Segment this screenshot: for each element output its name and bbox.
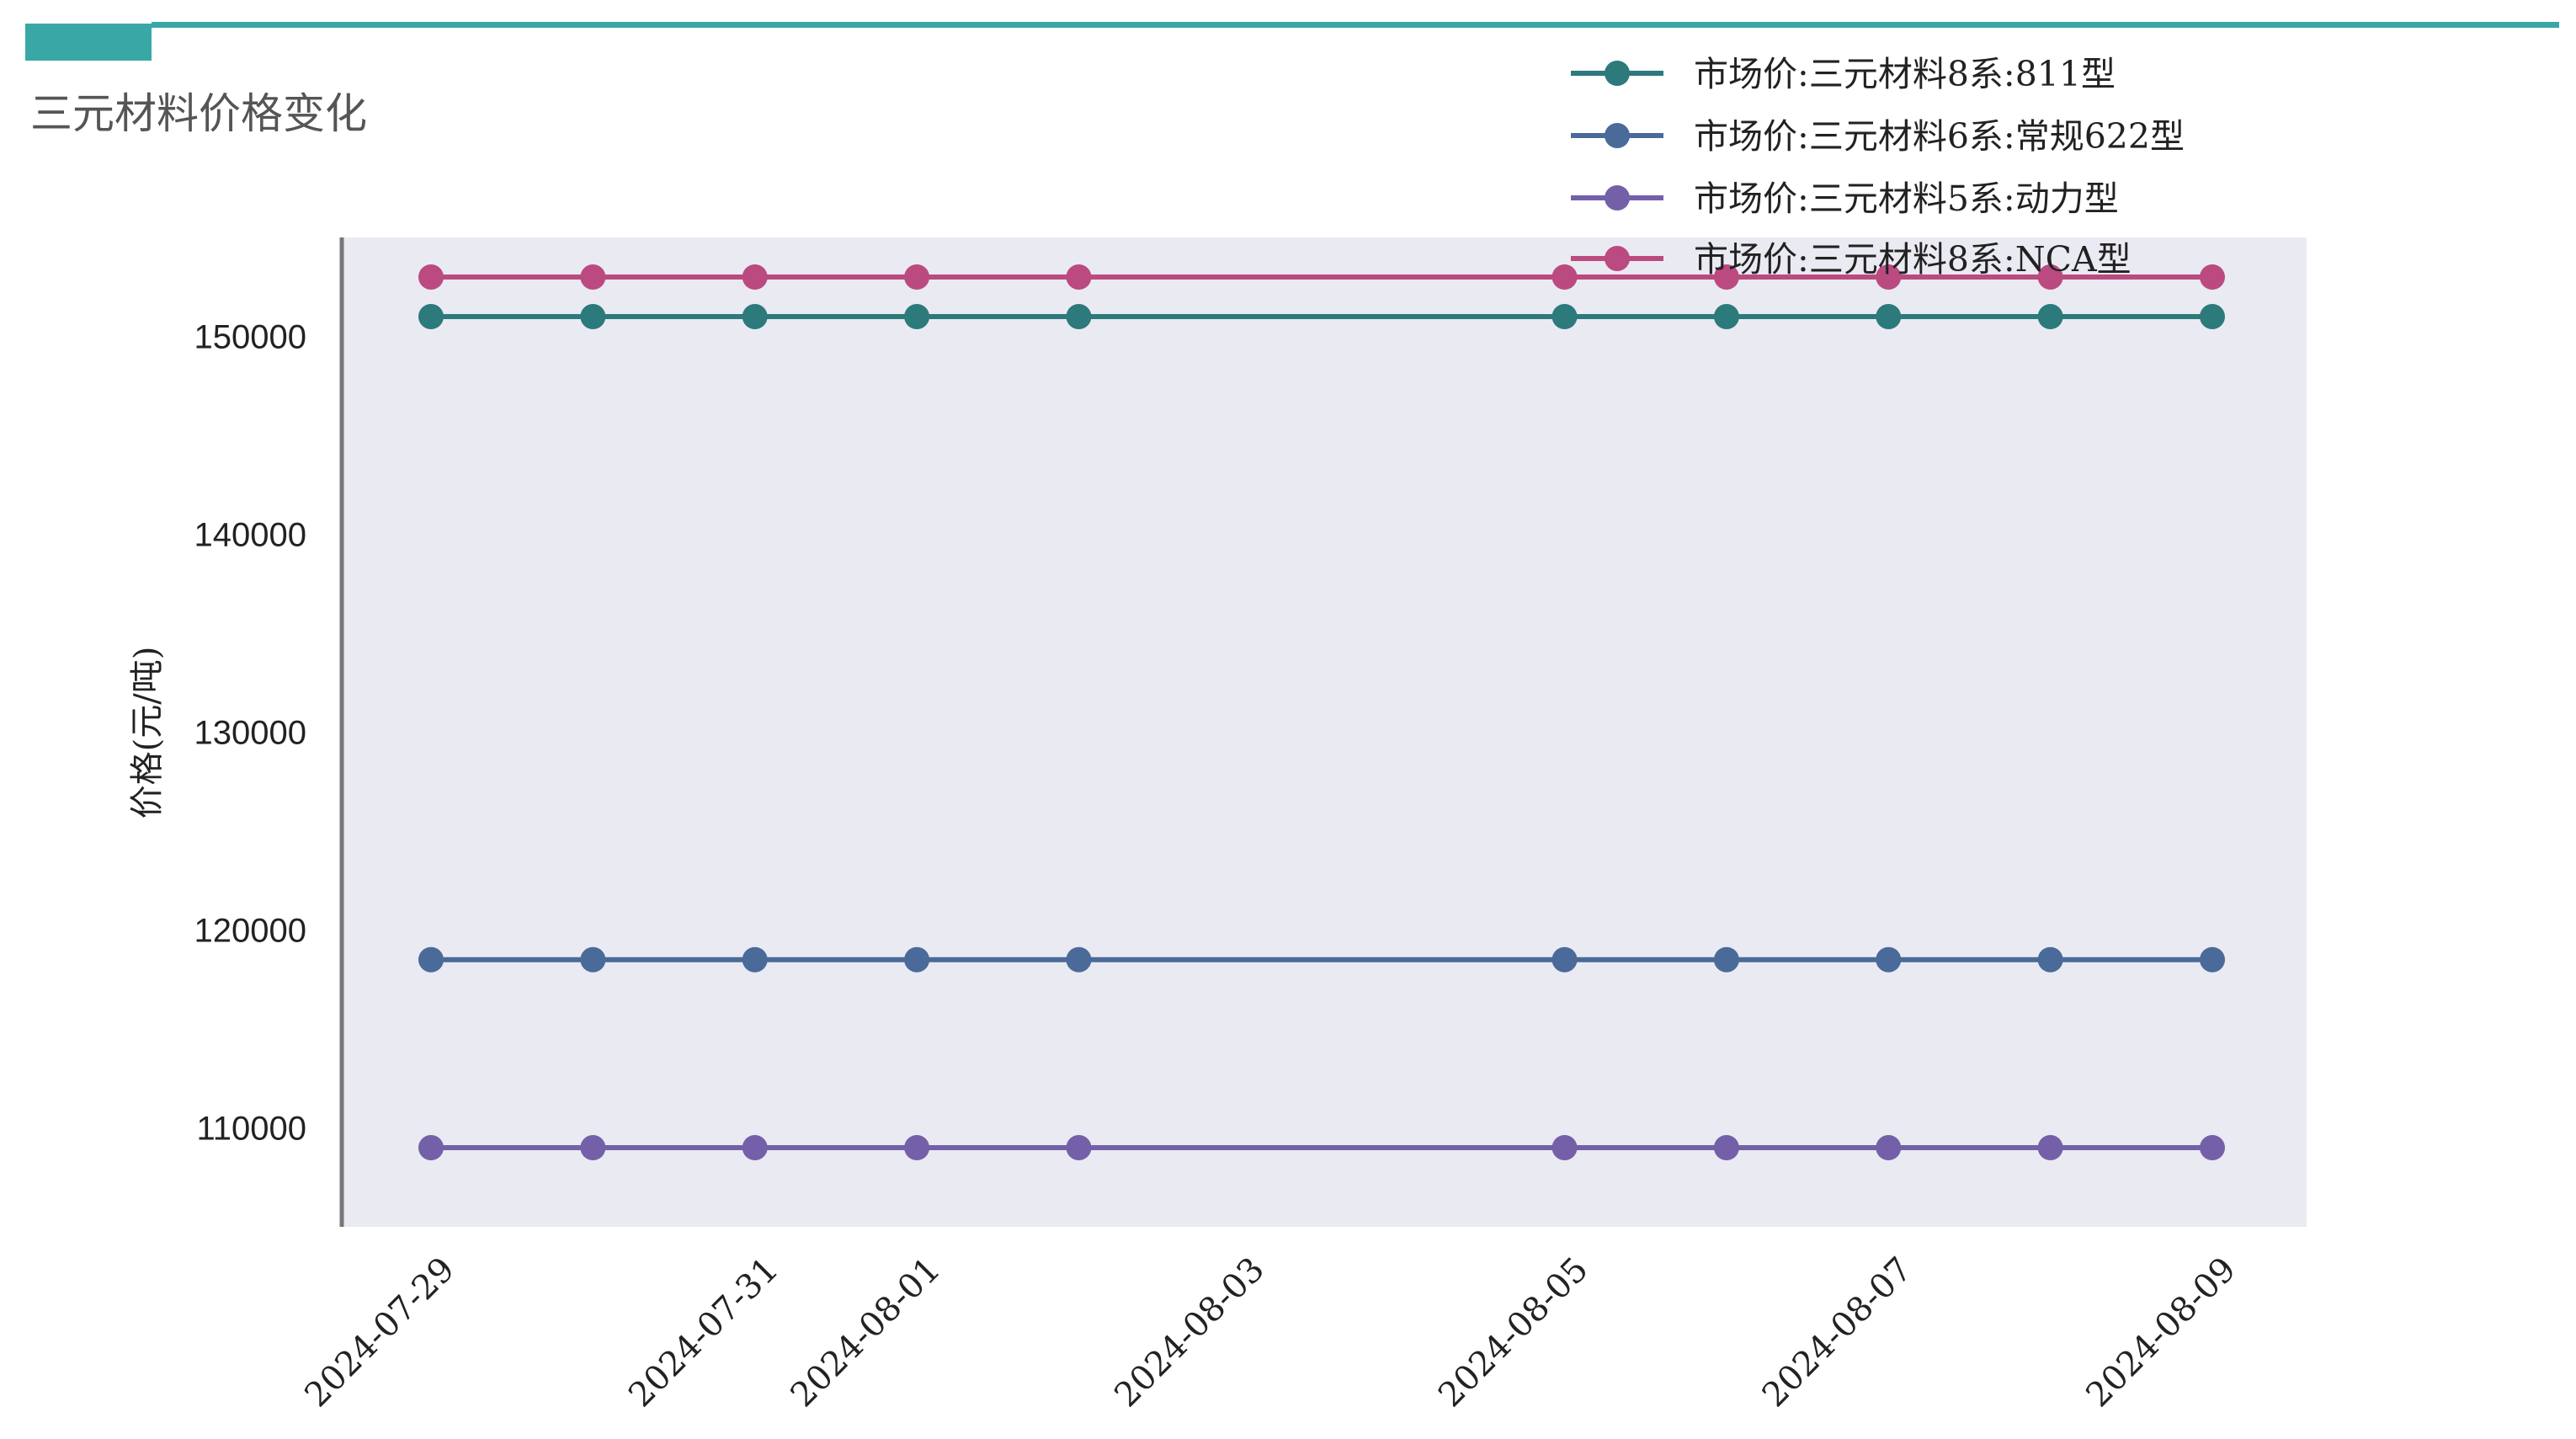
- x-tick-label: 2024-08-03: [1107, 1250, 1272, 1415]
- x-tick-label: 2024-08-01: [784, 1250, 949, 1415]
- y-tick-labels: 110000 120000 130000 140000 150000: [194, 319, 306, 1148]
- y-tick-label: 110000: [196, 1111, 306, 1148]
- data-point: [1713, 1135, 1739, 1160]
- y-axis-label: 价格(元/吨): [128, 647, 167, 819]
- legend-swatch-marker: [1605, 246, 1630, 271]
- data-point: [1551, 264, 1578, 290]
- legend-item: 市场价:三元材料8系:811型: [1571, 54, 2116, 94]
- plot-background: [342, 237, 2307, 1227]
- data-point: [2037, 946, 2063, 973]
- x-tick-label: 2024-08-09: [2078, 1250, 2243, 1415]
- data-point: [2037, 264, 2063, 290]
- legend-label: 市场价:三元材料8系:811型: [1694, 54, 2116, 94]
- data-point: [1876, 264, 1902, 290]
- data-point: [1876, 946, 1902, 973]
- data-point: [418, 304, 444, 329]
- data-point: [904, 264, 930, 290]
- data-point: [1066, 304, 1092, 329]
- data-point: [742, 946, 768, 973]
- y-tick-label: 140000: [194, 517, 306, 554]
- data-point: [742, 1135, 768, 1160]
- series-lines: [418, 264, 2225, 1160]
- legend-label: 市场价:三元材料5系:动力型: [1694, 179, 2119, 219]
- data-point: [2037, 1135, 2063, 1160]
- data-point: [418, 1135, 444, 1160]
- legend-item: 市场价:三元材料8系:NCA型: [1571, 239, 2132, 280]
- x-tick-label: 2024-08-05: [1431, 1250, 1596, 1415]
- header-accent-block: [25, 24, 152, 61]
- x-tick-label: 2024-07-31: [621, 1250, 786, 1415]
- legend-swatch-marker: [1605, 185, 1630, 211]
- y-tick-label: 120000: [194, 913, 306, 950]
- header-accent-line: [152, 22, 2559, 28]
- data-point: [2200, 946, 2225, 973]
- data-point: [1066, 946, 1092, 973]
- data-point: [418, 264, 444, 290]
- data-point: [418, 946, 444, 973]
- data-point: [1713, 946, 1739, 973]
- data-point: [1066, 264, 1092, 290]
- legend-item: 市场价:三元材料6系:常规622型: [1571, 116, 2185, 157]
- data-point: [1551, 1135, 1578, 1160]
- data-point: [1551, 946, 1578, 973]
- data-point: [1551, 304, 1578, 329]
- legend: 市场价:三元材料8系:811型 市场价:三元材料6系:常规622型 市场价:三元…: [1571, 54, 2185, 280]
- legend-swatch-marker: [1605, 123, 1630, 148]
- data-point: [2200, 304, 2225, 329]
- data-point: [904, 304, 930, 329]
- legend-label: 市场价:三元材料8系:NCA型: [1694, 239, 2132, 280]
- data-point: [904, 946, 930, 973]
- x-tick-label: 2024-07-29: [297, 1250, 462, 1415]
- legend-label: 市场价:三元材料6系:常规622型: [1694, 116, 2185, 157]
- data-point: [1876, 304, 1902, 329]
- data-point: [580, 946, 606, 973]
- data-point: [1713, 264, 1739, 290]
- data-point: [904, 1135, 930, 1160]
- x-tick-label: 2024-08-07: [1755, 1250, 1920, 1415]
- data-point: [2037, 304, 2063, 329]
- y-tick-label: 150000: [194, 319, 306, 356]
- data-point: [580, 264, 606, 290]
- data-point: [742, 304, 768, 329]
- data-point: [2200, 264, 2225, 290]
- page-title: 三元材料价格变化: [30, 89, 367, 138]
- data-point: [580, 1135, 606, 1160]
- data-point: [1876, 1135, 1902, 1160]
- data-point: [580, 304, 606, 329]
- data-point: [1066, 1135, 1092, 1160]
- legend-swatch-marker: [1605, 61, 1630, 86]
- data-point: [742, 264, 768, 290]
- y-tick-label: 130000: [194, 715, 306, 752]
- data-point: [1713, 304, 1739, 329]
- legend-item: 市场价:三元材料5系:动力型: [1571, 179, 2119, 219]
- data-point: [2200, 1135, 2225, 1160]
